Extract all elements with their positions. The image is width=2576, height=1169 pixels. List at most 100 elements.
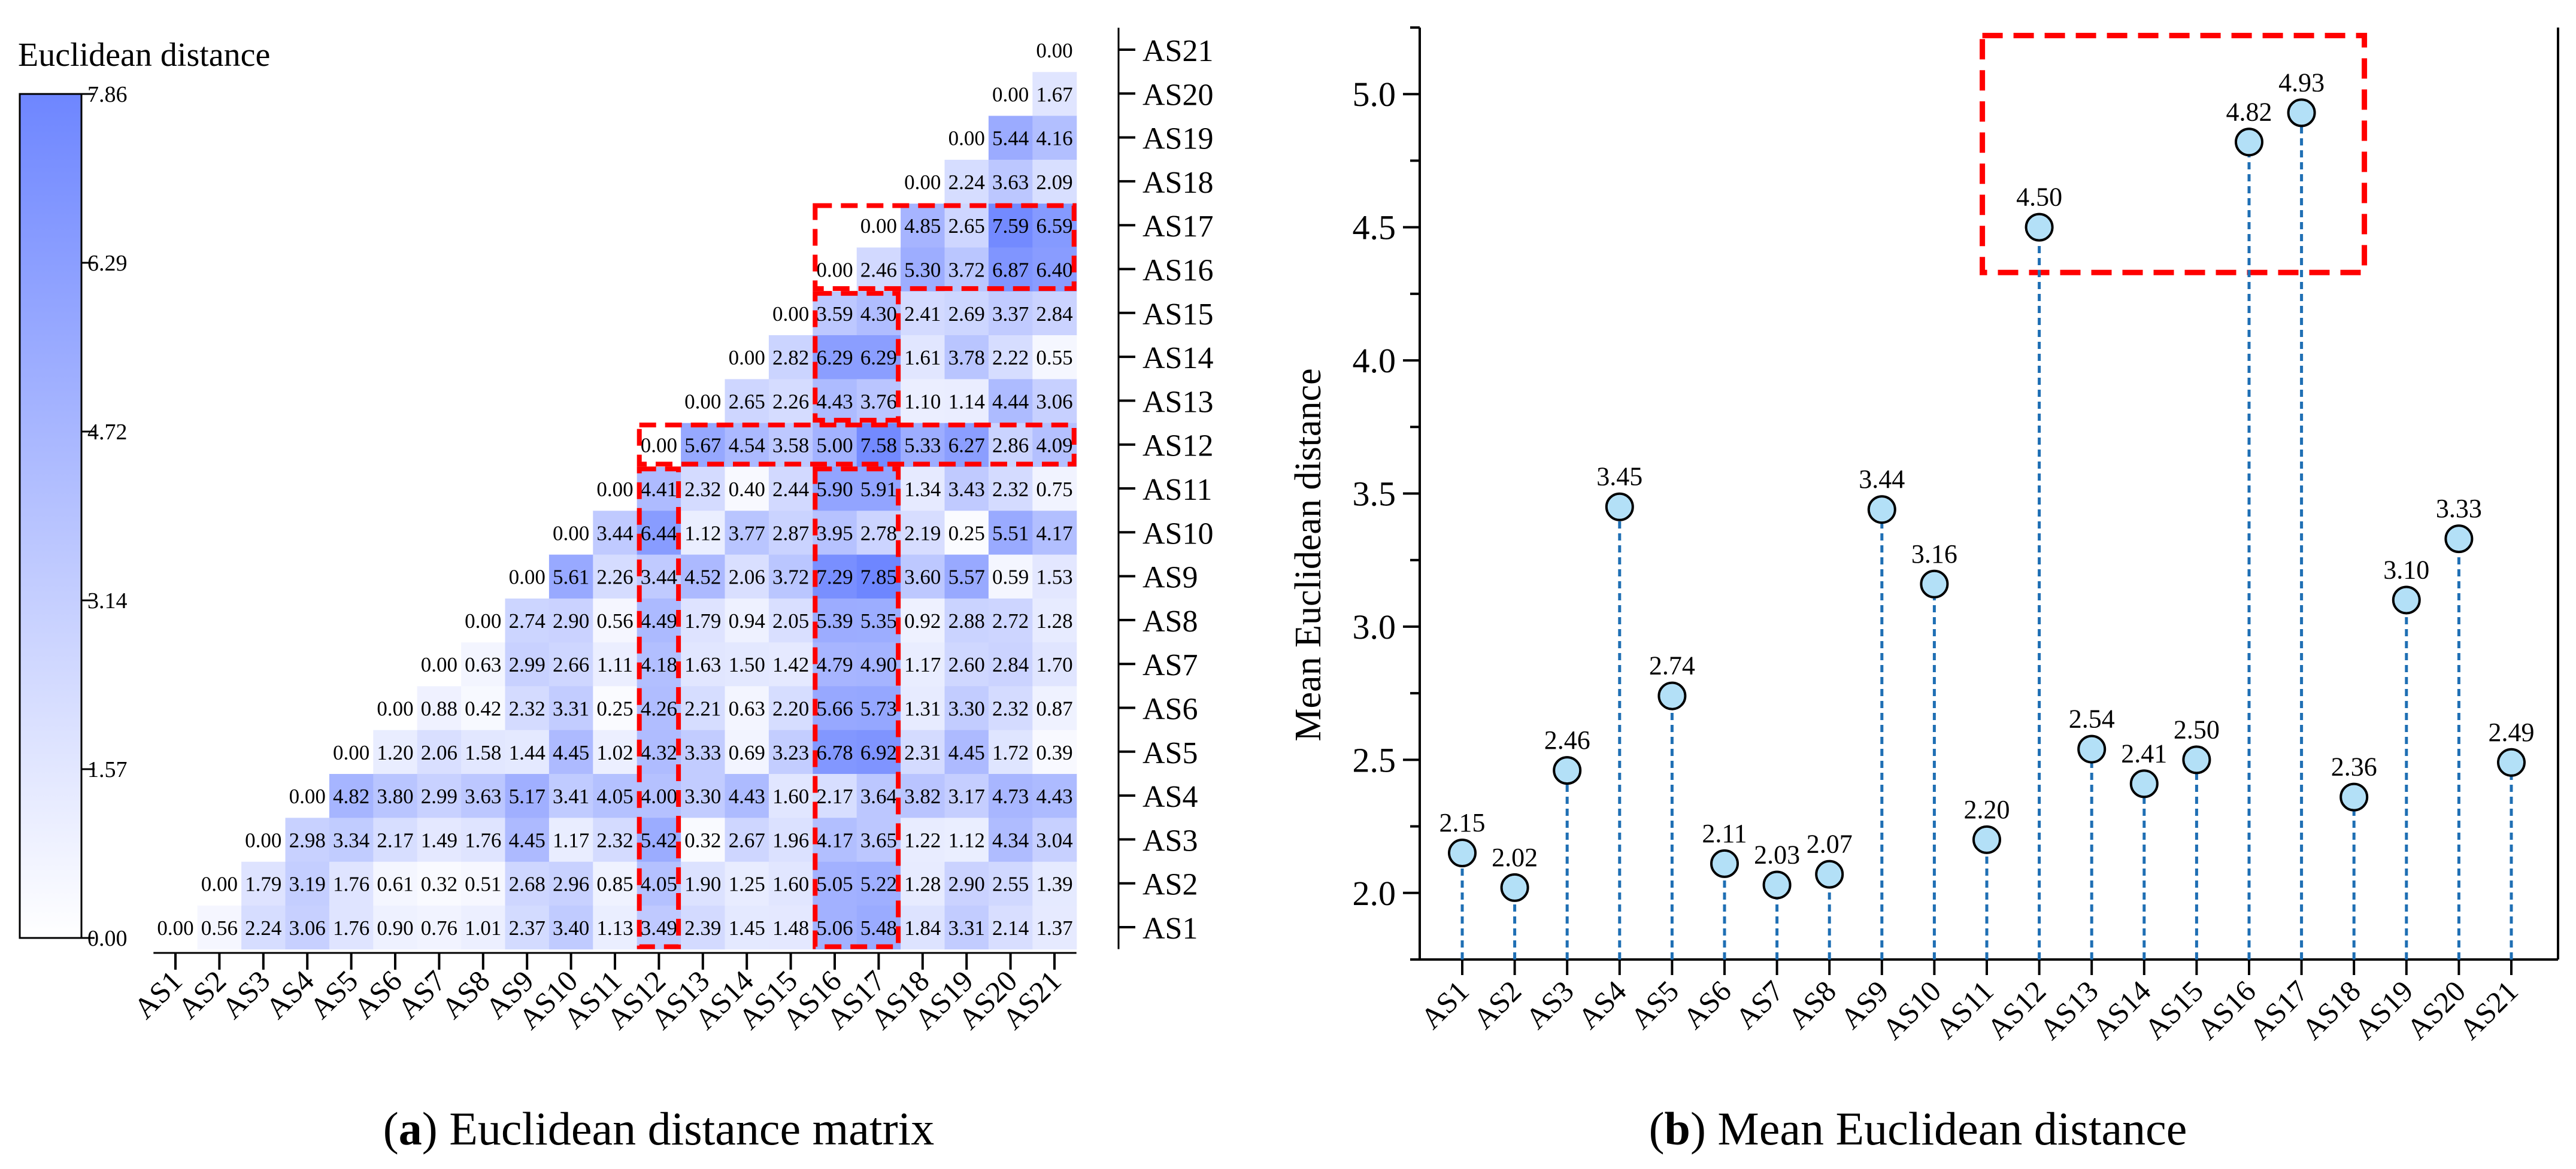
heatmap-value: 4.16 — [1036, 127, 1072, 150]
heatmap-cell — [1032, 335, 1077, 379]
heatmap-value: 0.00 — [421, 653, 457, 676]
heatmap-value: 1.31 — [904, 697, 941, 721]
heatmap-value: 1.01 — [465, 916, 501, 940]
heatmap-value: 1.17 — [553, 828, 589, 852]
heatmap-cell — [856, 378, 901, 423]
heatmap-value: 1.22 — [904, 828, 941, 852]
heatmap-cell — [285, 773, 330, 818]
heatmap-cell — [813, 642, 857, 687]
heatmap-value: 5.91 — [860, 478, 897, 501]
x-tick-label: AS18 — [2295, 974, 2367, 1046]
heatmap-cell — [856, 598, 901, 643]
heatmap-value: 1.96 — [772, 828, 809, 852]
heatmap-value: 4.30 — [860, 302, 897, 326]
heatmap-cell — [329, 861, 374, 906]
data-point — [2182, 745, 2211, 775]
heatmap-cell — [1032, 203, 1077, 248]
heatmap-value: 4.45 — [553, 741, 589, 764]
y-tick-label: AS1 — [1142, 912, 1198, 946]
heatmap-cell — [461, 598, 506, 643]
heatmap-highlight-boxes — [637, 203, 1077, 949]
heatmap-value: 2.78 — [860, 521, 897, 545]
data-label: 2.74 — [1649, 651, 1695, 681]
heatmap-cell — [901, 773, 945, 818]
heatmap-cell — [813, 773, 857, 818]
heatmap-value: 1.79 — [245, 873, 281, 896]
heatmap-cell — [241, 861, 286, 906]
heatmap-cell — [593, 861, 638, 906]
heatmap-x-axis: AS1AS2AS3AS4AS5AS6AS7AS8AS9AS10AS11AS12A… — [127, 952, 1077, 1036]
heatmap-value: 1.76 — [465, 828, 501, 852]
heatmap-value: 3.31 — [948, 916, 985, 940]
x-tick-label: AS3 — [1519, 974, 1580, 1035]
heatmap-cell — [1032, 291, 1077, 335]
heatmap-value: 2.09 — [1036, 171, 1072, 194]
heatmap-value: 3.60 — [904, 566, 941, 589]
heatmap-value: 6.87 — [992, 259, 1029, 282]
data-label: 3.16 — [1911, 539, 1957, 569]
heatmap-value: 0.00 — [201, 873, 238, 896]
highlight-box — [637, 423, 1077, 467]
lollipop-panel: Mean Euclidean distance 2.0 2.5 3.0 3.5 4.0 4… — [1288, 26, 2559, 1155]
heatmap-value: 2.32 — [596, 828, 633, 852]
heatmap-value: 0.63 — [465, 653, 501, 676]
heatmap-value: 2.32 — [992, 697, 1029, 721]
heatmap-value: 2.82 — [772, 346, 809, 369]
heatmap-value: 5.61 — [553, 566, 589, 589]
highlight-box — [1980, 32, 2368, 275]
x-tick-label: AS8 — [1781, 974, 1842, 1035]
heatmap-value: 2.20 — [772, 697, 809, 721]
heatmap-value: 4.85 — [904, 214, 941, 238]
heatmap-value: 2.19 — [904, 521, 941, 545]
heatmap-cell — [856, 466, 901, 511]
caption-b: (b) Mean Euclidean distance — [1649, 1103, 2187, 1155]
heatmap-value: 5.22 — [860, 873, 897, 896]
heatmap-value: 5.06 — [816, 916, 853, 940]
heatmap-cell — [813, 554, 857, 599]
heatmap-cell — [901, 685, 945, 730]
heatmap-value: 2.24 — [245, 916, 281, 940]
heatmap-cell — [768, 466, 813, 511]
heatmap-value: 3.95 — [816, 521, 853, 545]
heatmap-value: 0.59 — [992, 566, 1029, 589]
heatmap-value: 3.30 — [684, 785, 721, 808]
heatmap-value: 4.18 — [641, 653, 677, 676]
y-tick-label: 3.5 — [1353, 475, 1396, 514]
heatmap-value: 1.48 — [772, 916, 809, 940]
heatmap-cell — [1032, 730, 1077, 774]
heatmap-cell — [593, 466, 638, 511]
heatmap-cell — [153, 905, 198, 950]
heatmap-value: 3.59 — [816, 302, 853, 326]
y-tick-label: AS20 — [1142, 78, 1213, 112]
heatmap-value: 1.84 — [904, 916, 941, 940]
data-label: 2.20 — [1964, 795, 2010, 824]
heatmap-cell — [461, 730, 506, 774]
heatmap-cell — [461, 642, 506, 687]
data-point — [1815, 860, 1844, 889]
heatmap-cell — [725, 905, 769, 950]
y-tick-label: 3.0 — [1353, 608, 1396, 646]
heatmap-value: 4.05 — [596, 785, 633, 808]
heatmap-cell — [417, 642, 462, 687]
heatmap-value: 1.14 — [948, 390, 985, 413]
heatmap-cell — [901, 247, 945, 292]
heatmap-value: 1.25 — [729, 873, 765, 896]
heatmap-cell — [768, 861, 813, 906]
heatmap-value: 1.90 — [684, 873, 721, 896]
heatmap-value: 4.00 — [641, 785, 677, 808]
heatmap-value: 0.32 — [421, 873, 457, 896]
y-tick-label: AS17 — [1142, 209, 1213, 244]
heatmap-cell — [988, 71, 1033, 116]
heatmap-cell — [988, 598, 1033, 643]
heatmap-value: 2.26 — [772, 390, 809, 413]
heatmap-cell — [505, 598, 550, 643]
heatmap-value: 0.55 — [1036, 346, 1072, 369]
heatmap-value: 1.11 — [597, 653, 633, 676]
heatmap-value: 3.72 — [948, 259, 985, 282]
heatmap-cell — [637, 510, 681, 555]
data-point — [1972, 825, 2001, 854]
heatmap-value: 2.74 — [509, 609, 545, 633]
heatmap-cell — [856, 247, 901, 292]
heatmap-cell — [285, 817, 330, 862]
